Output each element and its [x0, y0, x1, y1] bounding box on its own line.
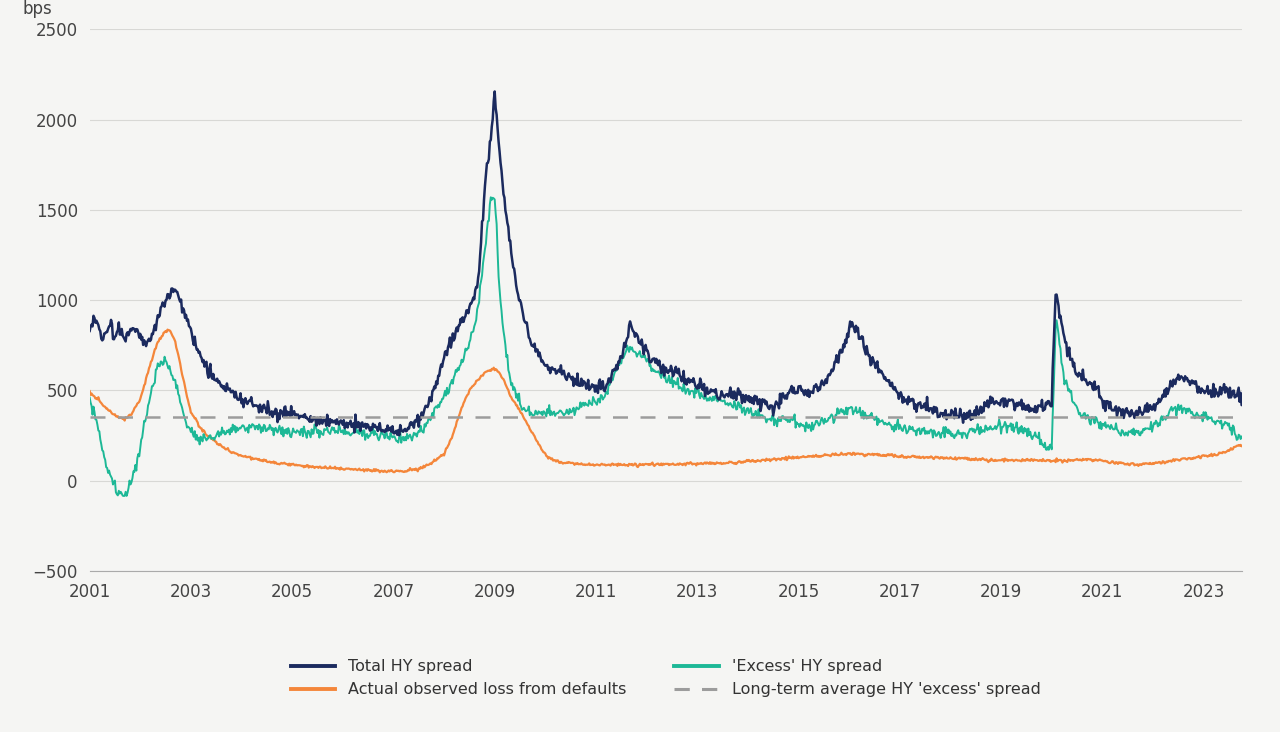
Y-axis label: bps: bps	[23, 1, 52, 18]
Legend: Total HY spread, Actual observed loss from defaults, 'Excess' HY spread, Long-te: Total HY spread, Actual observed loss fr…	[284, 653, 1047, 703]
